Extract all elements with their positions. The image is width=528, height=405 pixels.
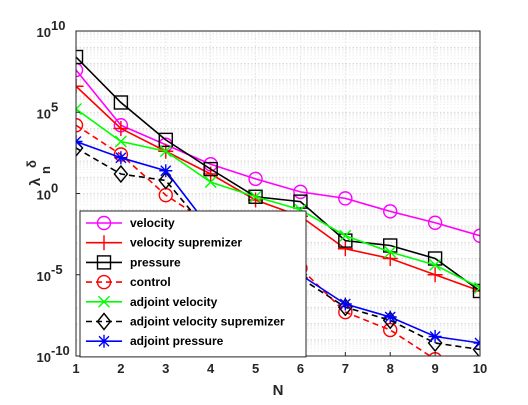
y-tick-base: 10 xyxy=(37,188,51,203)
x-tick-label: 6 xyxy=(297,361,304,376)
x-tick-label: 4 xyxy=(207,361,215,376)
series-line xyxy=(76,56,480,292)
data-point xyxy=(339,229,352,242)
series-line xyxy=(76,85,480,292)
series-line xyxy=(76,69,480,237)
data-point xyxy=(114,151,128,165)
data-point xyxy=(248,192,264,208)
legend-marker xyxy=(96,312,112,331)
y-tick-power: 0 xyxy=(51,181,58,196)
data-point xyxy=(338,233,353,248)
data-point xyxy=(338,191,353,206)
data-point xyxy=(76,78,84,94)
data-point xyxy=(427,215,443,230)
y-tick-power: 10 xyxy=(51,18,65,33)
data-point xyxy=(338,297,352,311)
x-tick-label: 7 xyxy=(342,361,349,376)
data-point xyxy=(383,310,397,324)
data-point xyxy=(293,194,308,209)
data-point xyxy=(337,241,353,257)
data-point xyxy=(158,171,174,190)
data-point xyxy=(382,251,398,266)
legend-item: control xyxy=(86,274,171,290)
data-point xyxy=(159,164,173,178)
x-axis-label: N xyxy=(273,382,284,399)
data-point xyxy=(249,190,262,203)
legend-label: control xyxy=(130,275,171,289)
series-line xyxy=(76,108,480,289)
x-axis-ticks: 1 2 3 4 5 6 7 8 9 10 xyxy=(72,352,487,376)
data-point xyxy=(248,171,263,187)
y-tick-power: -10 xyxy=(51,343,70,358)
data-point xyxy=(429,259,442,271)
y-tick-label: 10 5 xyxy=(37,99,59,121)
y-axis-label-sub: n xyxy=(38,166,53,174)
y-tick-label: 10 10 xyxy=(37,18,66,40)
legend-item: velocity supremizer xyxy=(86,235,242,251)
legend-label: pressure xyxy=(130,255,181,269)
legend-item: adjoint velocity xyxy=(86,295,218,309)
data-point xyxy=(472,283,480,299)
y-tick-label: 10 0 xyxy=(37,181,59,203)
y-axis-label-sup: δ xyxy=(24,160,39,168)
legend: velocity velocity supremizer pressure contr… xyxy=(79,210,307,358)
data-point xyxy=(428,330,442,343)
legend-label: adjoint velocity xyxy=(130,295,218,309)
legend-label: adjoint pressure xyxy=(130,334,224,348)
legend-marker xyxy=(97,334,111,348)
x-tick-label: 1 xyxy=(72,361,79,376)
data-point xyxy=(76,118,84,133)
data-point xyxy=(76,62,84,78)
legend-item: adjoint velocity supremizer xyxy=(86,312,285,331)
data-point xyxy=(76,49,84,65)
y-tick-base: 10 xyxy=(37,25,51,40)
legend-item: adjoint pressure xyxy=(86,334,224,348)
series-pressure xyxy=(76,49,480,299)
data-point xyxy=(203,161,218,177)
y-axis-label: λ n δ xyxy=(24,160,53,186)
data-point xyxy=(427,267,443,283)
data-point xyxy=(113,164,129,184)
y-tick-base: 10 xyxy=(37,106,51,121)
y-tick-power: 5 xyxy=(51,99,58,114)
y-axis-label-main: λ xyxy=(27,177,44,186)
data-point xyxy=(472,228,480,243)
data-point xyxy=(474,281,480,294)
x-tick-label: 10 xyxy=(473,361,487,376)
legend-label: velocity supremizer xyxy=(130,236,242,250)
legend-marker xyxy=(96,255,112,270)
x-tick-label: 5 xyxy=(252,361,259,376)
y-tick-power: -5 xyxy=(51,262,63,277)
data-point xyxy=(248,189,263,204)
x-tick-label: 9 xyxy=(431,361,438,376)
data-point xyxy=(384,246,397,258)
legend-marker xyxy=(96,215,112,231)
legend-marker xyxy=(96,274,112,290)
y-tick-label: 10 -5 xyxy=(37,262,63,284)
data-point xyxy=(293,184,308,200)
legend-box xyxy=(79,210,307,358)
x-tick-label: 3 xyxy=(162,361,169,376)
legend-marker xyxy=(96,235,112,251)
legend-marker xyxy=(98,295,110,308)
data-point xyxy=(472,283,480,299)
x-tick-label: 2 xyxy=(117,361,124,376)
legend-item: pressure xyxy=(86,255,181,270)
y-tick-label: 10 -10 xyxy=(37,343,70,365)
legend-item: velocity xyxy=(86,215,175,231)
data-point xyxy=(159,145,172,158)
data-point xyxy=(113,95,129,110)
data-point xyxy=(158,132,173,148)
y-tick-base: 10 xyxy=(37,269,51,284)
data-point xyxy=(113,121,129,136)
x-tick-label: 8 xyxy=(387,361,394,376)
legend-label: velocity xyxy=(130,216,175,230)
y-tick-base: 10 xyxy=(37,350,51,365)
legend-label: adjoint velocity supremizer xyxy=(130,315,285,329)
data-point xyxy=(204,176,217,189)
data-point xyxy=(383,204,398,219)
data-point xyxy=(114,135,127,148)
